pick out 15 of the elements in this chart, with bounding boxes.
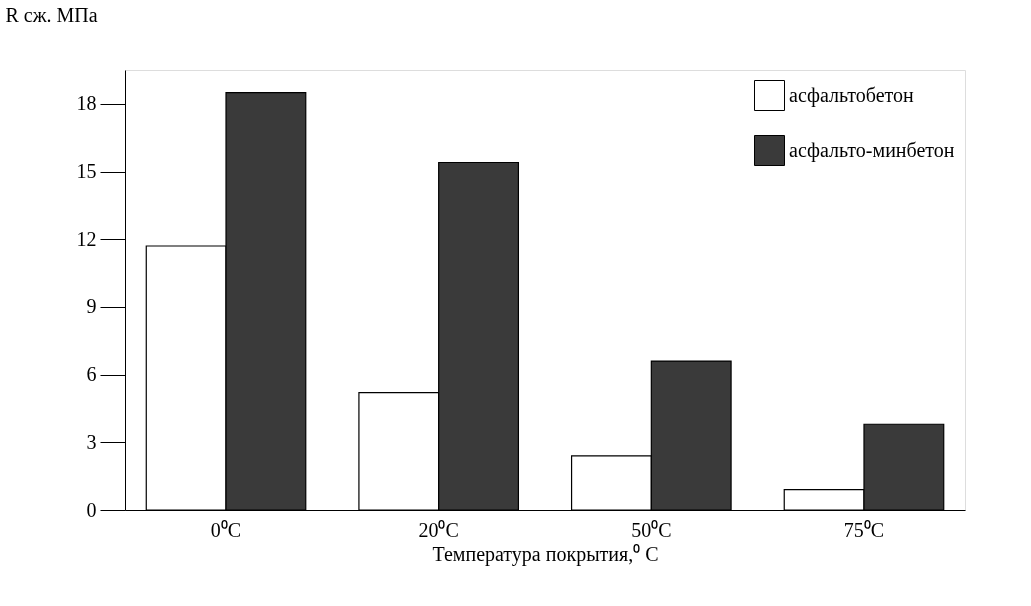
y-tick-label: 9 <box>86 295 97 318</box>
y-tick-label: 0 <box>86 498 97 521</box>
legend-label: асфальто-минбетон <box>789 138 955 162</box>
y-tick-label: 12 <box>76 227 97 250</box>
x-tick-label: 50⁰C <box>631 518 672 541</box>
y-tick-label: 15 <box>76 160 97 183</box>
x-tick-label: 75⁰C <box>843 518 885 541</box>
y-tick-label: 18 <box>76 92 97 115</box>
legend-label: асфальтобетон <box>789 83 915 107</box>
x-axis-title: Температура покрытия,⁰ C <box>432 542 659 566</box>
y-tick-label: 3 <box>86 430 97 453</box>
y-axis-title: R сж. МПа <box>5 3 98 26</box>
x-tick-label: 0⁰C <box>210 518 242 541</box>
y-tick-label: 6 <box>86 363 97 386</box>
x-tick-label: 20⁰C <box>418 518 459 541</box>
